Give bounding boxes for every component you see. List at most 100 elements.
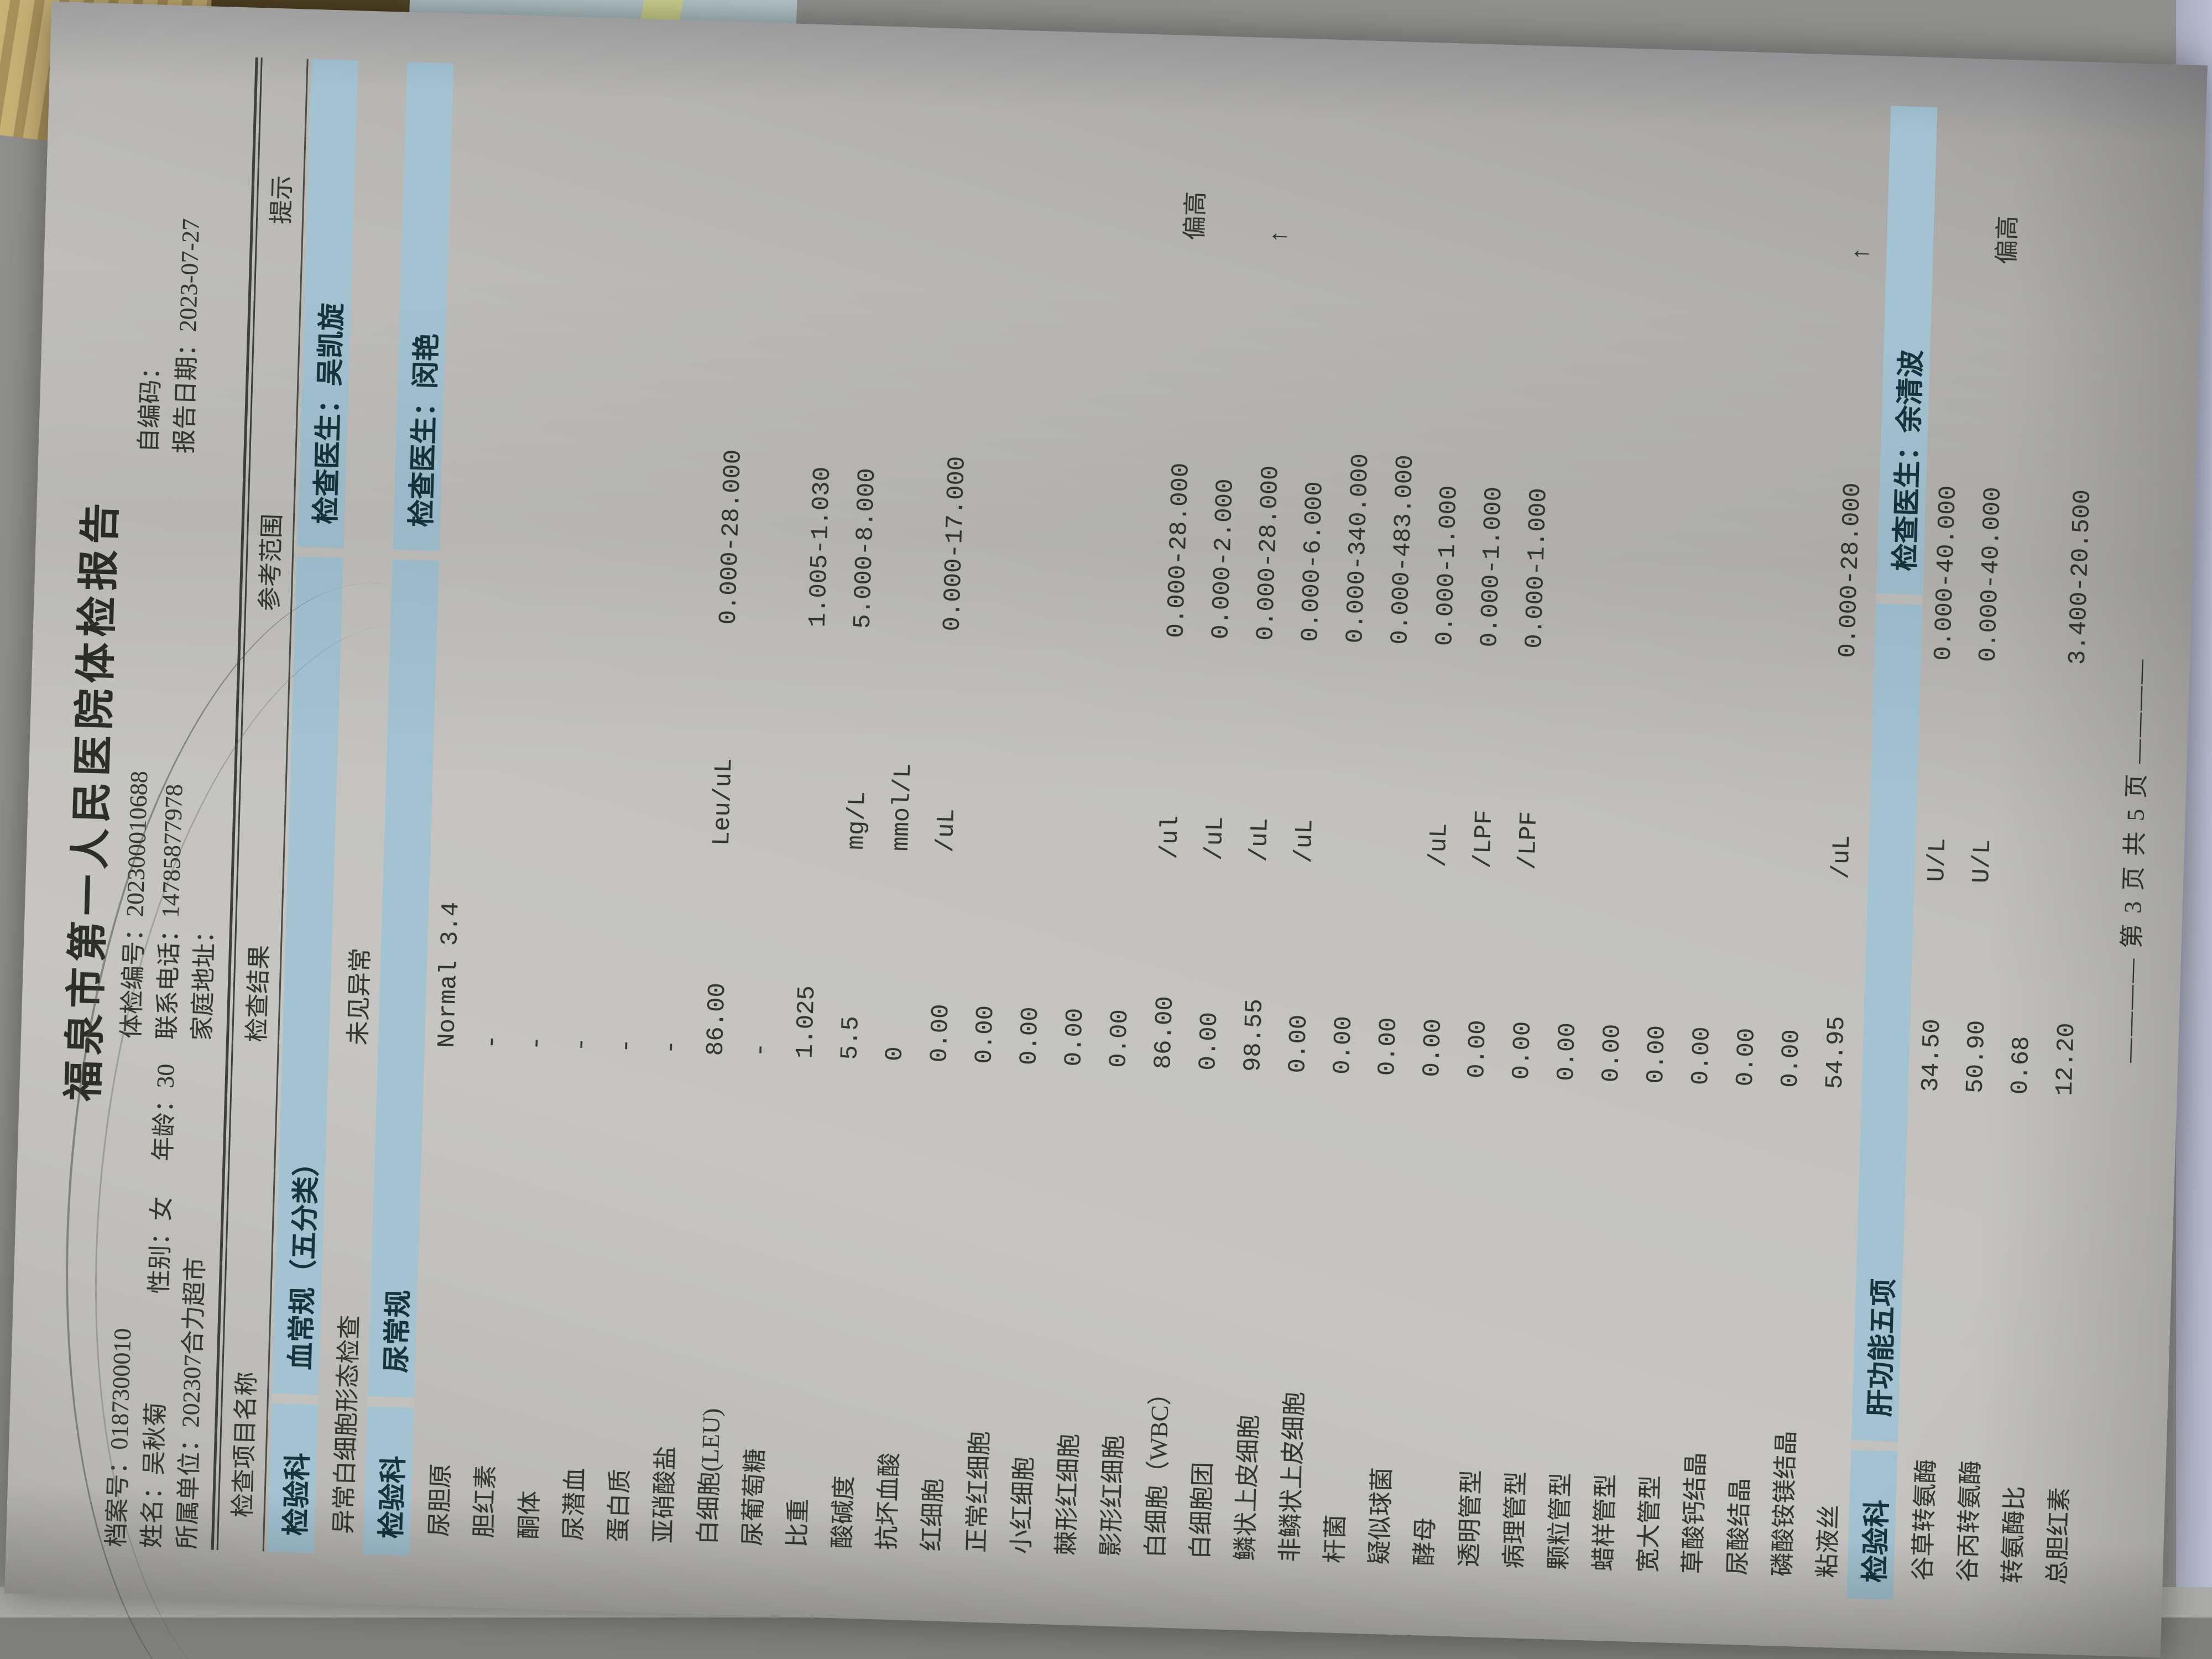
row-label: 透明管型 <box>1455 1469 1485 1568</box>
row-hint: ↑ <box>1846 247 1874 260</box>
row-result: 0.00 <box>1284 1014 1314 1074</box>
row-result: 0.00 <box>1194 1011 1224 1071</box>
row-result: 98.55 <box>1239 998 1270 1072</box>
row-range: 0.000-6.000 <box>1297 481 1329 643</box>
row-label: 尿酸结晶 <box>1724 1477 1754 1576</box>
row-range: 0.000-1.000 <box>1476 486 1509 648</box>
row-label: 酸碱度 <box>828 1475 858 1550</box>
row-result: 0.00 <box>1687 1026 1717 1086</box>
row-result: 50.90 <box>1961 1020 1992 1094</box>
row-result: - <box>567 1036 596 1052</box>
row-result: 0.00 <box>1463 1019 1493 1079</box>
row-label: 红细胞 <box>918 1478 948 1552</box>
row-range: 0.000-1.000 <box>1521 487 1553 649</box>
row-label: 颗粒管型 <box>1545 1472 1575 1571</box>
row-result: 0.00 <box>1776 1029 1806 1088</box>
row-label: 正常红细胞 <box>963 1430 994 1553</box>
col-header-item: 检查项目名称 <box>229 1371 261 1518</box>
row-label: 总胆红素 <box>2043 1486 2074 1585</box>
row-label: 亚硝酸盐 <box>649 1446 680 1544</box>
row-result: - <box>523 1035 551 1051</box>
row-result: 86.00 <box>1150 995 1180 1070</box>
row-label: 尿葡萄糖 <box>739 1448 769 1547</box>
row-label: 转氨酶比 <box>1999 1485 2029 1584</box>
row-unit: /LPF <box>1514 811 1544 870</box>
row-result: 0.00 <box>1060 1008 1090 1067</box>
row-result: 54.95 <box>1821 1015 1851 1090</box>
row-label: 比重 <box>784 1498 812 1548</box>
row-result: 0.00 <box>1418 1018 1448 1078</box>
row-label: 棘形红细胞 <box>1052 1433 1083 1556</box>
row-result: 0.68 <box>2006 1035 2036 1095</box>
section-dept: 检验科 <box>280 1452 314 1536</box>
row-result: 5.5 <box>836 1015 865 1061</box>
row-label: 酵母 <box>1410 1516 1439 1567</box>
row-label: 杆菌 <box>1321 1514 1350 1564</box>
row-result: - <box>657 1039 686 1055</box>
row-label: 异常白细胞形态检查 <box>330 1314 364 1535</box>
row-label: 磷酸铵镁结晶 <box>1768 1430 1801 1577</box>
row-result: 34.50 <box>1917 1018 1947 1093</box>
row-unit: /uL <box>1290 818 1319 864</box>
row-result: 1.025 <box>791 985 822 1059</box>
section-doctor: 检查医生：余清波 <box>1889 349 1927 572</box>
row-result: 0.00 <box>926 1003 956 1063</box>
row-result: - <box>478 1034 507 1050</box>
row-result: 12.20 <box>2051 1022 2081 1097</box>
row-range: 0.000-40.000 <box>1929 485 1963 661</box>
row-label: 谷丙转氨酶 <box>1954 1460 1985 1583</box>
section-dept: 检验科 <box>375 1455 409 1540</box>
row-range: 0.000-28.000 <box>1162 462 1196 639</box>
row-unit: /uL <box>932 808 961 853</box>
row-hint: ↑ <box>1264 230 1292 243</box>
row-range: 0.000-28.000 <box>1252 465 1285 641</box>
report-section: 检验科 尿常规 检查医生：闵艳 尿胆原 Normal 3.4 胆红素 - 酮体 … <box>363 61 1888 1598</box>
row-range: 0.000-483.000 <box>1386 454 1420 645</box>
col-header-result: 检查结果 <box>243 944 274 1043</box>
row-result: 0 <box>881 1046 910 1062</box>
row-unit: /uL <box>1827 834 1857 880</box>
row-unit: mmol/L <box>887 763 918 852</box>
row-unit: /uL <box>1201 816 1230 861</box>
row-unit: /uL <box>1425 822 1454 868</box>
section-rows: 尿胆原 Normal 3.4 胆红素 - 酮体 - 尿潜血 - 蛋白质 - 亚硝… <box>410 63 1887 1598</box>
row-range: 0.000-28.000 <box>1834 482 1867 659</box>
section-doctor: 检查医生：闵艳 <box>405 333 443 528</box>
col-header-hint: 提示 <box>267 175 296 225</box>
report-section: 检验科 肝功能五项 检查医生：余清波 谷草转氨酶 34.50 U/L 0.000… <box>1846 106 2117 1605</box>
row-label: 谷草转氨酶 <box>1909 1458 1940 1582</box>
row-label: 白细胞(LEU) <box>694 1407 726 1545</box>
row-label: 尿胆原 <box>425 1463 455 1537</box>
row-range: 0.000-2.000 <box>1207 478 1240 640</box>
row-label: 小红细胞 <box>1008 1456 1038 1554</box>
row-label: 草酸钙结晶 <box>1679 1452 1710 1574</box>
row-label: 宽大管型 <box>1634 1475 1665 1573</box>
row-range: 0.000-17.000 <box>938 456 972 632</box>
row-range: 3.400-20.500 <box>2064 489 2098 665</box>
section-name: 尿常规 <box>380 1289 414 1374</box>
patient-age: 年龄：30 <box>149 1063 180 1162</box>
table-body: 检验科 血常规（五分类） 检查医生：吴凯旋 异常白细胞形态检查 未见异常 检验科… <box>267 59 2118 1605</box>
row-result: 未见异常 <box>346 947 377 1046</box>
row-result: Normal 3.4 <box>433 901 466 1048</box>
row-label: 蛋白质 <box>604 1468 634 1543</box>
col-header-range: 参考范围 <box>256 513 286 612</box>
row-range: 0.000-28.000 <box>714 449 748 625</box>
section-dept: 检验科 <box>1859 1499 1893 1583</box>
row-unit: mg/L <box>842 791 872 851</box>
section-name: 肝功能五项 <box>1864 1278 1900 1417</box>
row-label: 酮体 <box>515 1490 544 1540</box>
row-label: 尿潜血 <box>560 1467 589 1541</box>
section-doctor: 检查医生：吴凯旋 <box>310 302 348 525</box>
row-hint: 偏高 <box>1993 215 2022 265</box>
row-unit: Leu/uL <box>708 758 739 847</box>
row-unit: U/L <box>1923 837 1953 883</box>
row-result: 0.00 <box>1731 1027 1761 1087</box>
row-result: 0.00 <box>1507 1021 1538 1081</box>
row-range: 1.005-1.030 <box>804 466 837 628</box>
row-result: 0.00 <box>1552 1022 1582 1082</box>
row-label: 胆红素 <box>470 1464 500 1538</box>
row-label: 非鳞状上皮细胞 <box>1276 1391 1308 1563</box>
row-unit: /LPF <box>1469 809 1499 869</box>
